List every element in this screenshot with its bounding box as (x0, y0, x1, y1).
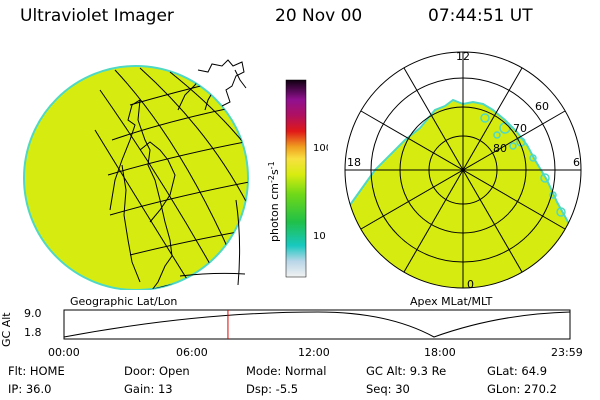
colorbar-tick-10: 10 (313, 231, 326, 242)
polar-auroral-image (345, 98, 581, 288)
orbit-xtick-0000: 00:00 (48, 346, 80, 359)
orbit-xtick-2359: 23:59 (551, 346, 583, 359)
mlt-label-18: 18 (347, 156, 361, 169)
polar-grid (344, 51, 582, 289)
northern-coast (197, 59, 247, 107)
polar-panel-label: Apex MLat/MLT (410, 295, 493, 308)
mlat-label-60: 60 (535, 100, 549, 113)
info-glat: GLat: 64.9 (487, 364, 548, 378)
info-dsp: Dsp: -5.5 (246, 382, 299, 396)
info-glon: GLon: 270.2 (487, 382, 557, 396)
orbit-axis-label: GC Alt (0, 312, 13, 347)
mlat-label-80: 80 (493, 142, 507, 155)
colorbar-unit-label: photon cm-2s-1 (267, 161, 281, 242)
globe-disk (23, 65, 249, 290)
polar-plot: 12 18 6 0 60 70 80 (344, 50, 582, 291)
geographic-panel-label: Geographic Lat/Lon (70, 295, 178, 308)
mlt-label-12: 12 (456, 50, 470, 63)
lat-lon-grid (94, 67, 248, 290)
info-gcalt: GC Alt: 9.3 Re (366, 364, 447, 378)
orbit-altitude-curve (63, 311, 571, 338)
info-mode: Mode: Normal (246, 364, 327, 378)
colorbar-scale (285, 79, 307, 278)
mlt-label-0: 0 (467, 278, 474, 291)
mlt-label-6: 6 (573, 156, 580, 169)
orbit-ytick-high: 9.0 (24, 307, 42, 320)
time-label: 07:44:51 UT (428, 6, 533, 26)
orbit-altitude-plot (63, 309, 571, 340)
orbit-xtick-0600: 06:00 (176, 346, 208, 359)
info-flt: Flt: HOME (8, 364, 65, 378)
orbit-xtick-1200: 12:00 (298, 346, 330, 359)
info-gain: Gain: 13 (124, 382, 173, 396)
info-door: Door: Open (124, 364, 190, 378)
date-label: 20 Nov 00 (275, 6, 363, 26)
mlat-label-70: 70 (513, 122, 527, 135)
info-ip: IP: 36.0 (8, 382, 52, 396)
grid-outside-disk (179, 199, 246, 286)
geographic-image (23, 59, 249, 290)
colorbar-tick-100: 100 (313, 143, 328, 154)
orbit-xtick-1800: 18:00 (424, 346, 456, 359)
instrument-title: Ultraviolet Imager (20, 6, 174, 26)
orbit-ytick-low: 1.8 (24, 326, 42, 339)
info-seq: Seq: 30 (366, 382, 410, 396)
colorbar: 100 10 photon cm-2s-1 (267, 79, 328, 278)
